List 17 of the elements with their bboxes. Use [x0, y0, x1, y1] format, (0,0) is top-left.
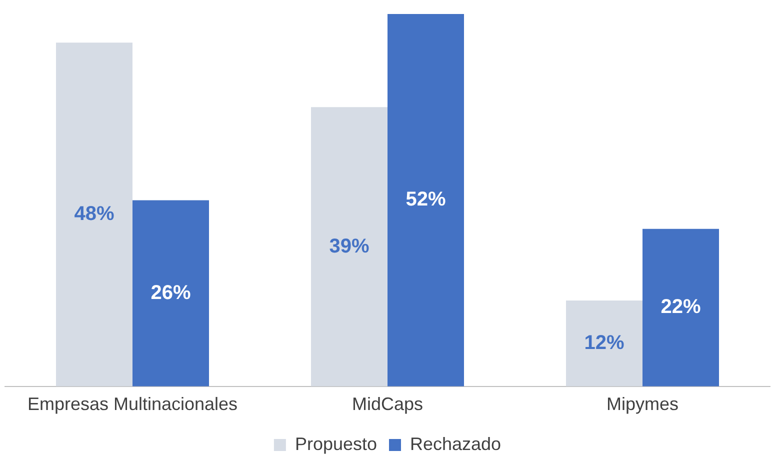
bar — [311, 107, 388, 386]
bar — [56, 42, 132, 386]
bar — [566, 300, 642, 386]
data-label: 39% — [329, 235, 370, 258]
x-tick-label: Empresas Multinacionales — [27, 394, 238, 414]
data-label: 12% — [584, 332, 624, 354]
data-label: 48% — [74, 203, 114, 226]
data-label: 22% — [660, 296, 701, 318]
data-label: 26% — [150, 282, 191, 304]
legend-label: Propuesto — [294, 434, 378, 454]
bar — [388, 14, 464, 386]
legend-label: Rechazado — [410, 434, 502, 454]
data-label: 52% — [406, 188, 446, 211]
x-tick-label: Mipymes — [606, 394, 679, 414]
bar — [642, 228, 719, 386]
x-tick-label: MidCaps — [352, 394, 424, 414]
bar — [132, 200, 209, 386]
